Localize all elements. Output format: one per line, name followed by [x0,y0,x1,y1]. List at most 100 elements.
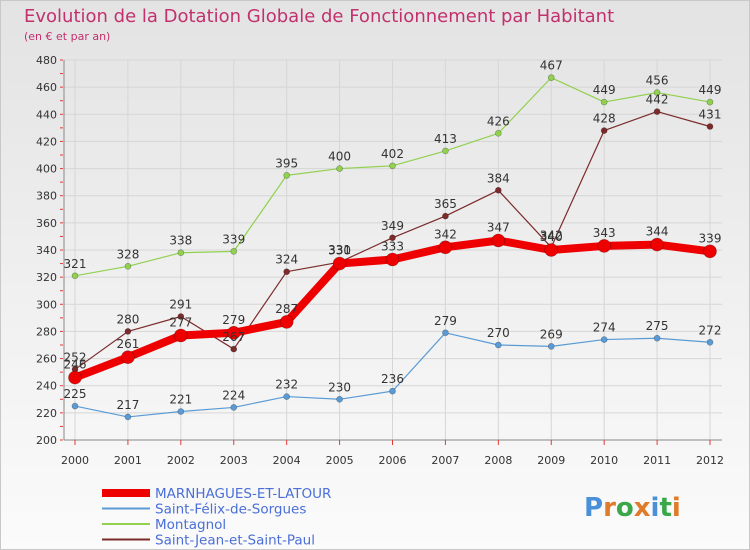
y-tick-label: 460 [36,81,57,94]
data-point [600,127,608,134]
data-point [547,74,555,81]
data-label: 400 [328,150,351,164]
data-label: 279 [434,314,457,328]
data-point [177,408,185,415]
data-point [442,329,449,337]
data-label: 221 [169,393,192,407]
data-point [653,334,661,342]
data-point [283,172,290,179]
data-label: 224 [222,388,245,402]
data-labels: 225 217 221 224 232 230 236 279 270 269 274 275 272 3… [64,59,722,412]
data-point [600,336,608,343]
x-tick-label: 2001 [114,454,142,467]
data-point [385,252,400,267]
data-label: 331 [328,243,351,257]
data-label: 328 [116,247,139,261]
x-tick-label: 2009 [537,454,565,467]
data-label: 426 [487,114,510,128]
y-tick-label: 340 [36,244,57,257]
data-label: 217 [116,398,139,412]
logo-letter: i [672,493,681,523]
x-tick-label: 2006 [379,454,407,467]
data-point [283,393,290,400]
data-label: 442 [646,93,669,107]
x-tick-label: 2011 [643,454,671,467]
data-label: 275 [646,319,669,333]
data-label: 338 [169,234,192,248]
data-point [177,313,185,320]
y-tick-label: 420 [36,135,57,148]
data-point [389,162,396,170]
data-label: 347 [487,221,510,235]
data-point [332,256,347,271]
data-point [71,272,79,280]
data-label: 349 [381,219,404,233]
data-point [283,268,290,276]
data-point [230,345,238,353]
data-label: 236 [381,372,404,386]
x-tick-label: 2002 [167,454,195,467]
data-point [230,404,238,411]
data-point [279,315,294,329]
y-tick-label: 260 [36,353,57,366]
data-point [230,248,238,255]
data-label: 449 [593,83,616,97]
y-tick-label: 320 [36,271,57,284]
data-label: 431 [699,108,722,122]
data-point [653,89,661,96]
data-point [124,413,132,421]
logo-letter: x [634,493,651,523]
data-label: 449 [699,83,722,97]
logo-letter: r [603,493,616,523]
x-tick-label: 2003 [220,454,248,467]
data-point [544,243,559,257]
data-point [600,98,608,106]
data-label: 232 [275,378,298,392]
data-label: 261 [116,337,139,351]
data-label: 384 [487,171,510,185]
data-label: 252 [64,350,87,364]
data-point [71,402,79,410]
data-label: 395 [275,156,298,170]
data-label: 246 [64,358,87,372]
data-point [597,239,611,253]
data-label: 344 [646,225,669,239]
data-point [121,350,135,365]
x-tick-label: 2008 [484,454,512,467]
data-label: 340 [540,230,563,244]
legend: MARNHAGUES-ET-LATOURSaint-Félix-de-Sorgu… [102,486,331,549]
data-label: 277 [169,316,192,330]
data-point [491,233,506,248]
data-point [226,325,241,340]
data-label: 291 [169,298,192,312]
chart-title: Evolution de la Dotation Globale de Fonc… [24,6,614,27]
data-point [336,165,343,172]
legend-label: MARNHAGUES-ET-LATOUR [155,486,331,502]
data-point [389,234,396,242]
data-label: 456 [646,74,669,88]
y-tick-label: 300 [36,298,57,311]
y-tick-label: 480 [36,54,57,67]
data-point [124,328,132,335]
data-point [68,370,82,385]
data-label: 287 [275,302,298,316]
data-point [174,328,188,343]
data-label: 324 [275,253,298,267]
y-tick-label: 380 [36,190,57,203]
data-point [706,123,714,130]
data-label: 225 [64,387,87,401]
logo-letter: i [651,493,660,523]
axes: 200 220 240 260 280 300 320 340 360 380 400 420 440 4… [36,54,724,467]
y-tick-label: 240 [36,380,57,393]
data-label: 365 [434,197,457,211]
data-label: 339 [222,232,245,246]
y-tick-label: 280 [36,325,57,338]
data-label: 279 [222,313,245,327]
data-label: 343 [593,226,616,240]
x-tick-label: 2007 [431,454,459,467]
x-tick-label: 2000 [61,454,89,467]
data-point [706,98,714,106]
data-point [442,212,449,220]
